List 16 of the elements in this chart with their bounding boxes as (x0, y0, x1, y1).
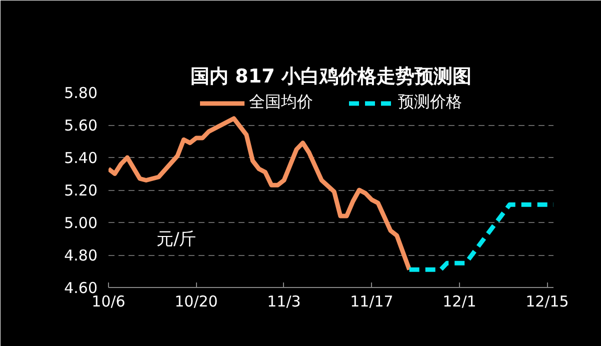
y-tick-label: 5.60 (64, 116, 98, 134)
y-tick-label: 4.80 (64, 246, 98, 264)
legend-label: 全国均价 (249, 92, 313, 113)
y-axis-title: 元/斤 (156, 230, 196, 250)
line-series (108, 116, 412, 272)
x-tick-label: 12/15 (526, 292, 569, 310)
x-tick-label: 10/20 (174, 292, 218, 310)
x-tick-label: 11/17 (350, 292, 394, 310)
chart-title: 国内 817 小白鸡价格走势预测图 (190, 66, 472, 88)
y-tick-label: 5.00 (64, 214, 98, 232)
y-tick-label: 5.20 (64, 182, 98, 200)
x-tick-label: 12/1 (442, 292, 476, 310)
legend-label: 预测价格 (398, 92, 462, 113)
y-tick-label: 5.40 (64, 149, 98, 167)
y-tick-label: 5.80 (64, 84, 98, 102)
x-tick-label: 11/3 (267, 292, 301, 310)
